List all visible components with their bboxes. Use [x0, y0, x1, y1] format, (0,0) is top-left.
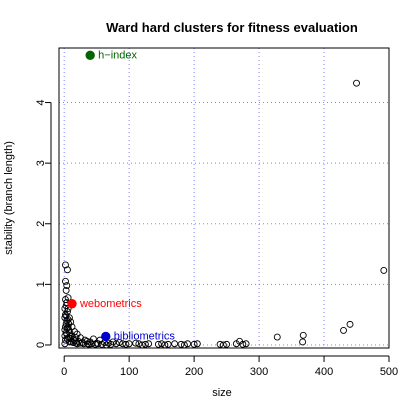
data-point	[61, 314, 69, 322]
y-axis: 0 1 2 3 4	[35, 99, 52, 348]
data-point	[88, 340, 95, 348]
y-tick-label: 1	[35, 281, 47, 287]
data-point	[94, 340, 102, 348]
data-point	[158, 340, 166, 348]
chart-title: Ward hard clusters for fitness evaluatio…	[106, 20, 358, 35]
highlighted-point-label: bibliometrics	[114, 330, 176, 342]
data-point	[164, 340, 172, 348]
annotations: h−index webometrics bibliometrics	[67, 49, 176, 342]
data-point	[122, 340, 130, 348]
data-point	[62, 286, 70, 294]
highlighted-point	[67, 299, 77, 309]
data-point	[177, 340, 185, 348]
data-point	[63, 282, 71, 290]
highlighted-point	[101, 331, 111, 342]
data-point	[184, 340, 192, 348]
data-point	[62, 277, 69, 285]
x-axis: 0 100 200 300 400 500	[61, 355, 398, 378]
x-tick-label: 400	[315, 366, 333, 378]
data-point	[61, 305, 69, 313]
data-point	[78, 339, 86, 346]
highlighted-point-label: h−index	[98, 49, 137, 61]
data-point	[65, 334, 73, 342]
data-point	[171, 340, 179, 348]
data-point	[91, 340, 99, 348]
x-tick-label: 200	[185, 366, 203, 378]
data-point	[299, 338, 307, 346]
y-tick-label: 2	[35, 221, 47, 227]
data-point	[85, 340, 93, 348]
data-point	[125, 340, 133, 348]
y-tick-label: 0	[35, 342, 47, 348]
data-point	[63, 266, 71, 274]
data-point	[340, 326, 347, 334]
data-point	[73, 340, 81, 348]
data-point	[62, 261, 69, 269]
data-point	[141, 340, 149, 348]
x-tick-label: 500	[380, 366, 398, 378]
y-tick-label: 4	[35, 99, 47, 105]
data-point	[65, 320, 73, 328]
data-point	[193, 340, 201, 348]
data-point	[61, 340, 69, 348]
highlighted-point	[85, 50, 95, 60]
data-point	[273, 333, 281, 341]
data-point	[299, 331, 307, 339]
y-tick-label: 3	[35, 160, 47, 166]
data-point	[115, 339, 123, 346]
data-point	[242, 340, 250, 348]
data-point	[64, 316, 72, 323]
x-tick-label: 300	[250, 366, 268, 378]
x-tick-label: 100	[120, 366, 138, 378]
y-axis-label: stability (branch length)	[3, 141, 15, 255]
data-point	[380, 266, 388, 274]
data-point	[353, 79, 360, 87]
data-point	[216, 340, 224, 348]
highlighted-point-label: webometrics	[79, 298, 142, 310]
data-point	[154, 340, 162, 348]
data-point	[112, 340, 120, 348]
data-points	[61, 79, 388, 349]
x-tick-label: 0	[61, 366, 67, 378]
data-point	[76, 339, 84, 347]
data-point	[65, 338, 73, 346]
data-point	[145, 340, 153, 348]
data-point	[62, 312, 70, 320]
data-point	[190, 340, 198, 348]
data-point	[119, 340, 127, 348]
data-point	[132, 339, 140, 347]
plot-frame	[58, 47, 390, 349]
data-point	[346, 320, 354, 328]
data-point	[232, 340, 240, 348]
x-axis-label: size	[212, 387, 232, 399]
data-point	[135, 340, 143, 348]
data-point	[223, 340, 231, 348]
